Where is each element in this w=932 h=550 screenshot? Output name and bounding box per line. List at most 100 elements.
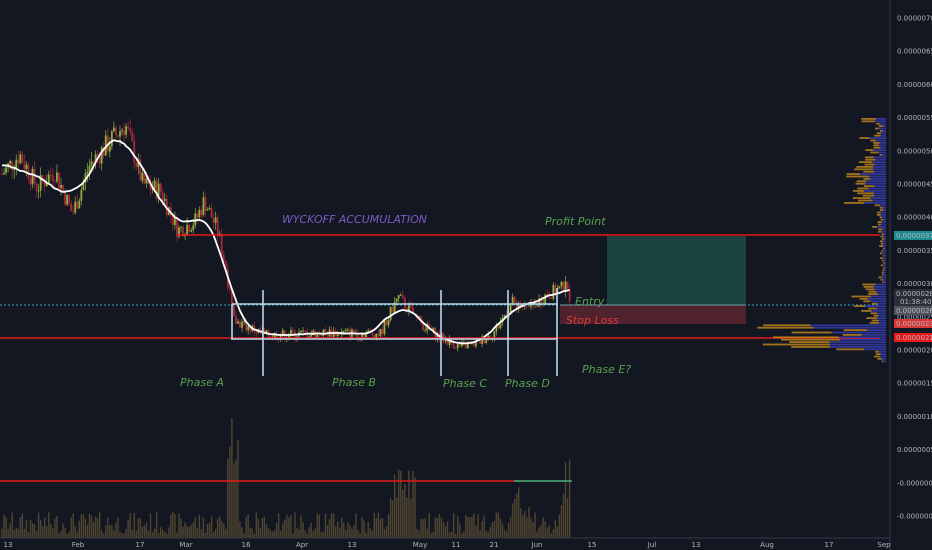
volume-profile-bar xyxy=(876,214,881,216)
volume-profile-bar xyxy=(877,302,886,305)
time-axis[interactable]: 13 Feb 17 Mar 16 Apr 13 May 11 21 Jun 15 Jul 13 Aug 17 S… xyxy=(4,541,892,549)
profit-point-label: Profit Point xyxy=(545,215,606,228)
volume-bar xyxy=(223,524,225,538)
volume-bar xyxy=(277,513,280,538)
volume-profile-bar xyxy=(857,192,874,195)
volume-profile-bar xyxy=(880,204,886,207)
volume-bar xyxy=(361,517,363,538)
candle-body xyxy=(190,230,193,232)
volume-profile-bar xyxy=(873,192,886,195)
volume-bar xyxy=(518,487,520,538)
volume-profile-bar xyxy=(880,214,886,216)
volume-bar xyxy=(393,474,396,538)
phase-a-label: Phase A xyxy=(180,376,224,389)
volume-bar xyxy=(412,470,414,538)
volume-bar xyxy=(418,530,420,538)
candle-body xyxy=(149,183,152,190)
price-axis[interactable]: 0.00000700 0.00000650 0.00000600 0.00000550… xyxy=(897,15,932,521)
candle-body xyxy=(245,320,248,331)
volume-bar xyxy=(420,518,422,538)
volume-bar xyxy=(129,513,131,538)
volume-profile-bar xyxy=(884,266,886,269)
candle-body xyxy=(473,341,475,347)
profit-zone-box[interactable] xyxy=(607,236,746,305)
price-tick-label: 0.00000200 xyxy=(897,347,932,355)
volume-profile-bar xyxy=(876,290,886,293)
time-tick-label: 13 xyxy=(348,541,357,549)
volume-profile-bar xyxy=(883,259,886,262)
volume-profile xyxy=(757,118,886,363)
volume-bar xyxy=(298,529,300,538)
time-tick-label: Jul xyxy=(647,541,657,549)
candle-body xyxy=(19,154,22,164)
volume-bar xyxy=(80,514,83,538)
volume-profile-bar xyxy=(869,175,886,178)
volume-bar xyxy=(513,498,516,538)
volume-bar xyxy=(416,528,418,538)
loss-zone-box[interactable] xyxy=(560,305,746,324)
price-tick-label: 0.00000300 xyxy=(897,280,932,288)
volume-profile-bar xyxy=(878,228,883,231)
candle-body xyxy=(548,296,551,298)
volume-profile-bar xyxy=(873,168,886,171)
volume-profile-bar xyxy=(883,242,886,245)
candle-body xyxy=(182,227,184,237)
volume-bar xyxy=(442,522,445,538)
volume-bar xyxy=(19,516,22,538)
volume-bar xyxy=(343,522,345,538)
volume-profile-bar xyxy=(881,238,885,240)
volume-bar xyxy=(463,530,465,538)
price-tick-label: 0.00000150 xyxy=(897,380,932,388)
candle-body xyxy=(346,329,349,331)
candle-body xyxy=(369,330,372,332)
volume-profile-bar xyxy=(878,125,883,127)
candle-body xyxy=(554,284,557,295)
volume-bar xyxy=(13,529,15,538)
candle-body xyxy=(464,342,467,348)
volume-bar xyxy=(483,515,485,538)
candle-body xyxy=(121,130,123,132)
volume-profile-bar xyxy=(880,264,884,267)
candle-body xyxy=(64,191,66,205)
volume-bar xyxy=(296,527,298,538)
candle-body xyxy=(324,329,327,332)
entry-label: Entry xyxy=(575,295,605,308)
volume-bar xyxy=(172,512,174,538)
volume-bar xyxy=(157,532,160,538)
candle-body xyxy=(233,304,235,317)
candle-body xyxy=(562,281,565,292)
candle-body xyxy=(43,180,46,187)
volume-profile-bar xyxy=(844,202,864,204)
volume-bar xyxy=(330,513,333,538)
volume-profile-bar xyxy=(865,182,886,185)
volume-profile-bar xyxy=(877,226,886,228)
candle-body xyxy=(23,162,26,169)
price-tick-label: 0.00000400 xyxy=(897,214,932,222)
volume-profile-bar xyxy=(881,230,886,233)
candle-body xyxy=(100,147,103,164)
candle-body xyxy=(247,326,250,331)
candle-body xyxy=(206,209,209,211)
volume-bar xyxy=(186,526,188,538)
volume-profile-bar xyxy=(772,336,839,339)
volume-bar xyxy=(141,526,144,538)
volume-bar xyxy=(170,514,172,538)
volume-bar xyxy=(109,525,111,538)
volume-profile-bar xyxy=(869,322,879,324)
volume-bar xyxy=(151,532,154,538)
candle-body xyxy=(344,329,347,331)
volume-bar xyxy=(430,533,432,538)
volume-bar xyxy=(139,518,142,538)
volume-profile-bar xyxy=(829,346,886,348)
candle-body xyxy=(310,334,313,337)
candle-body xyxy=(94,154,97,162)
candle-body xyxy=(550,297,553,299)
candle-body xyxy=(241,321,243,328)
volume-profile-bar xyxy=(879,245,883,247)
time-tick-label: 21 xyxy=(490,541,499,549)
volume-bar xyxy=(100,530,103,538)
volume-bar xyxy=(229,446,231,538)
volume-bar xyxy=(562,494,565,538)
candle-body xyxy=(255,331,258,333)
